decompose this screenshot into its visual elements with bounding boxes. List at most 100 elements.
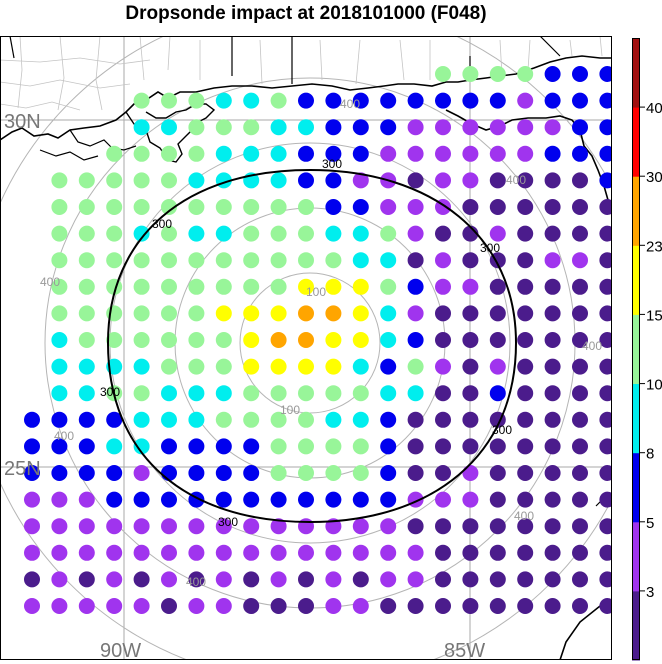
impact-dot xyxy=(78,544,95,561)
impact-dot xyxy=(572,252,588,269)
impact-dot xyxy=(243,598,260,614)
impact-dot xyxy=(24,411,40,428)
colorbar-border xyxy=(632,38,640,660)
impact-dot xyxy=(188,278,205,295)
impact-dot xyxy=(133,119,150,136)
impact-dot xyxy=(325,598,342,614)
impact-dot xyxy=(325,358,342,375)
impact-dot xyxy=(161,571,177,588)
impact-dot xyxy=(380,92,397,109)
impact-dot xyxy=(517,332,534,348)
impact-dot xyxy=(325,465,342,481)
impact-dot xyxy=(352,358,369,375)
impact-dot xyxy=(51,465,68,481)
impact-dot xyxy=(270,332,287,348)
impact-dot xyxy=(352,278,369,295)
impact-dot xyxy=(489,199,506,215)
impact-dot xyxy=(161,119,177,136)
impact-dot xyxy=(133,145,150,162)
impact-dot xyxy=(599,518,612,535)
contour-label-100-top: 100 xyxy=(306,285,326,299)
coastline-florida xyxy=(445,109,612,213)
impact-dot xyxy=(243,278,260,295)
impact-dot xyxy=(544,358,561,375)
contour-label-300-lower-left: 300 xyxy=(100,385,120,399)
impact-dot xyxy=(435,571,451,588)
impact-dot xyxy=(325,438,342,455)
impact-dot xyxy=(517,491,534,508)
impact-dot xyxy=(462,199,479,215)
colorbar-tick-label: 5 xyxy=(646,515,654,532)
colorbar-tick-label: 10 xyxy=(646,377,662,394)
impact-dot xyxy=(270,491,287,508)
impact-dot xyxy=(462,305,479,322)
impact-dot xyxy=(572,225,588,242)
impact-dot xyxy=(462,491,479,508)
impact-dot xyxy=(407,305,424,322)
impact-dot xyxy=(215,544,232,561)
impact-dot xyxy=(78,278,95,295)
impact-dot xyxy=(489,358,506,375)
impact-dot xyxy=(270,438,287,455)
impact-dot xyxy=(298,465,314,481)
impact-dot xyxy=(517,225,534,242)
impact-dot xyxy=(462,119,479,136)
impact-dot xyxy=(544,199,561,215)
impact-dot xyxy=(106,252,123,269)
impact-dot xyxy=(298,598,314,614)
impact-dot xyxy=(78,598,95,614)
impact-dot xyxy=(489,544,506,561)
impact-dot xyxy=(133,465,150,481)
impact-dot xyxy=(298,385,314,402)
impact-dot xyxy=(654,492,662,508)
impact-dot xyxy=(544,305,561,322)
impact-dot xyxy=(161,252,177,269)
impact-dot xyxy=(407,199,424,215)
impact-dot xyxy=(407,358,424,375)
contour-label-300-bottom: 300 xyxy=(218,515,238,529)
colorbar-segment xyxy=(632,452,640,523)
impact-dot xyxy=(599,465,612,481)
colorbar-segment xyxy=(632,176,640,246)
impact-dot xyxy=(325,225,342,242)
impact-dot xyxy=(435,92,451,109)
impact-dot xyxy=(489,465,506,481)
impact-dot xyxy=(380,544,397,561)
colorbar xyxy=(632,38,640,661)
contour-label-300-left: 300 xyxy=(152,217,172,231)
impact-dot xyxy=(161,544,177,561)
impact-dot xyxy=(24,544,40,561)
contour-label-400-lower-right: 400 xyxy=(514,509,534,523)
impact-dot xyxy=(188,119,205,136)
impact-dot xyxy=(161,305,177,322)
impact-dot xyxy=(654,66,662,82)
impact-dot xyxy=(352,411,369,428)
impact-dot xyxy=(106,598,123,614)
impact-dot xyxy=(188,358,205,375)
impact-dot xyxy=(544,491,561,508)
impact-dot xyxy=(380,465,397,481)
impact-dot xyxy=(106,411,123,428)
impact-dot xyxy=(599,119,612,136)
impact-dot xyxy=(51,172,68,189)
impact-dot xyxy=(270,278,287,295)
impact-dot xyxy=(435,385,451,402)
impact-dot xyxy=(544,571,561,588)
impact-dot xyxy=(270,305,287,322)
impact-dot xyxy=(298,518,314,535)
lat-label-25n: 25N xyxy=(4,458,41,480)
impact-dot xyxy=(133,571,150,588)
impact-dot xyxy=(352,199,369,215)
impact-dot xyxy=(352,119,369,136)
impact-dot xyxy=(380,518,397,535)
impact-dot xyxy=(352,544,369,561)
colorbar-segment xyxy=(632,383,640,454)
impact-dot xyxy=(188,598,205,614)
impact-dot xyxy=(161,385,177,402)
impact-dot xyxy=(51,278,68,295)
impact-dot xyxy=(161,172,177,189)
impact-dot xyxy=(599,544,612,561)
impact-dot xyxy=(51,332,68,348)
impact-dot xyxy=(325,411,342,428)
impact-dot xyxy=(243,199,260,215)
